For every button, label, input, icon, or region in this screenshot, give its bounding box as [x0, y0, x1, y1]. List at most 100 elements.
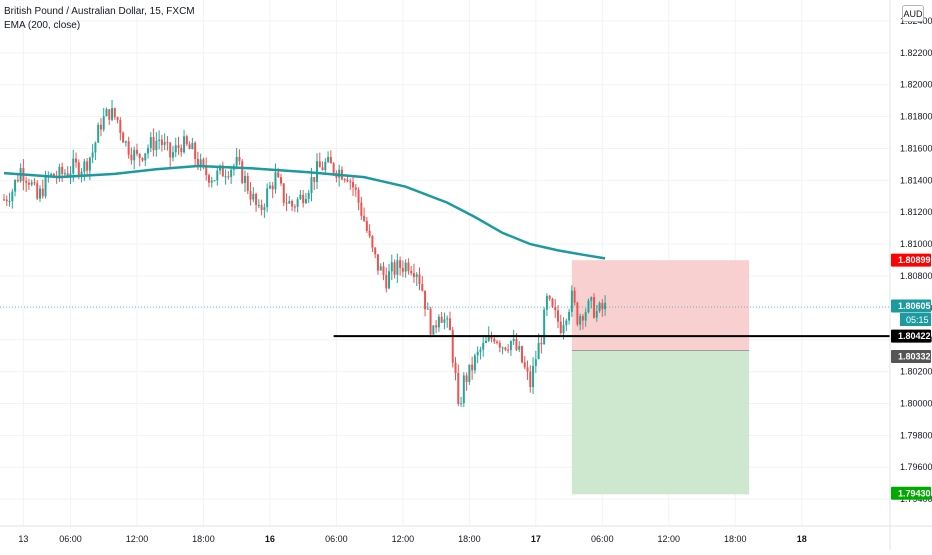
candle [174, 145, 177, 153]
candle [352, 181, 355, 188]
candle [412, 273, 415, 277]
candle [573, 290, 576, 303]
price-tick-label: 1.81400 [900, 175, 932, 185]
candle [238, 156, 241, 162]
candle [446, 318, 449, 320]
price-tick-label: 1.81000 [900, 239, 932, 249]
price-axis[interactable] [890, 0, 932, 550]
candle [33, 182, 36, 184]
candle [365, 220, 368, 231]
candle [595, 311, 598, 318]
candle [604, 302, 607, 310]
candle [410, 270, 413, 274]
take-profit-zone[interactable] [571, 350, 750, 495]
candle [36, 183, 39, 199]
candle [523, 362, 526, 368]
candle [210, 180, 213, 183]
candle [39, 188, 42, 199]
candle [180, 147, 183, 153]
candle [116, 117, 119, 120]
candle [185, 136, 188, 145]
candle [111, 108, 114, 120]
current-price-label-bg [891, 299, 931, 313]
candle [108, 109, 111, 120]
candle [227, 176, 230, 178]
candle [371, 236, 374, 248]
candle [515, 339, 518, 350]
candle [285, 202, 288, 204]
candle [124, 141, 127, 143]
countdown-bg [900, 313, 931, 327]
stop-price-label-bg [891, 253, 931, 267]
candle [135, 149, 138, 154]
candle [274, 172, 277, 190]
price-tick-label: 1.82200 [900, 48, 932, 58]
candle [69, 173, 72, 176]
candle [3, 199, 5, 201]
currency-button[interactable]: AUD [902, 5, 924, 22]
candle [363, 215, 366, 221]
candle [171, 152, 174, 158]
candle [548, 295, 551, 300]
candle [545, 295, 548, 310]
candle [304, 198, 307, 204]
candle [520, 346, 523, 363]
candle [30, 182, 33, 185]
candle [149, 137, 152, 149]
candle [435, 325, 438, 328]
candle [379, 266, 382, 271]
price-tick-label: 1.79600 [900, 462, 932, 472]
candle [50, 173, 53, 176]
candle [498, 343, 501, 348]
candle [385, 274, 388, 289]
candle [216, 170, 219, 181]
indicator-legend[interactable]: EMA (200, close) [4, 20, 81, 31]
candle [122, 132, 125, 143]
candle [282, 183, 285, 203]
candle [457, 372, 460, 405]
price-tick-label: 1.80200 [900, 367, 932, 377]
candle [529, 371, 532, 388]
candle [94, 142, 97, 153]
candle [252, 193, 255, 200]
candle [465, 375, 468, 382]
countdown-label: 05:15 [906, 315, 929, 325]
candle [396, 260, 399, 275]
time-tick-label: 18:00 [458, 534, 481, 544]
candle [86, 161, 89, 171]
price-tick-label: 1.80800 [900, 271, 932, 281]
candle [5, 199, 8, 202]
candle [432, 325, 435, 335]
candle [299, 194, 302, 200]
candle [360, 202, 363, 216]
candle [354, 187, 357, 190]
candle [58, 166, 61, 178]
candle [207, 175, 210, 183]
candle [562, 325, 565, 334]
candle [504, 347, 507, 350]
candle [518, 346, 521, 350]
candle [407, 262, 410, 271]
candle [169, 142, 172, 158]
candle [443, 319, 446, 323]
candle [263, 207, 266, 211]
price-tick-label: 1.80000 [900, 398, 932, 408]
candle [570, 290, 573, 312]
candle [293, 206, 296, 208]
candle [382, 266, 385, 275]
candle [388, 271, 391, 289]
candle [155, 140, 158, 151]
ema-200-line[interactable] [3, 164, 606, 260]
candle [587, 300, 590, 313]
candle [460, 403, 463, 405]
candle [83, 161, 86, 172]
candle [501, 347, 504, 349]
candle [246, 176, 249, 191]
candle [543, 309, 546, 345]
candle [496, 341, 499, 344]
candle [590, 297, 593, 301]
candle [288, 200, 291, 204]
candle [476, 351, 479, 356]
